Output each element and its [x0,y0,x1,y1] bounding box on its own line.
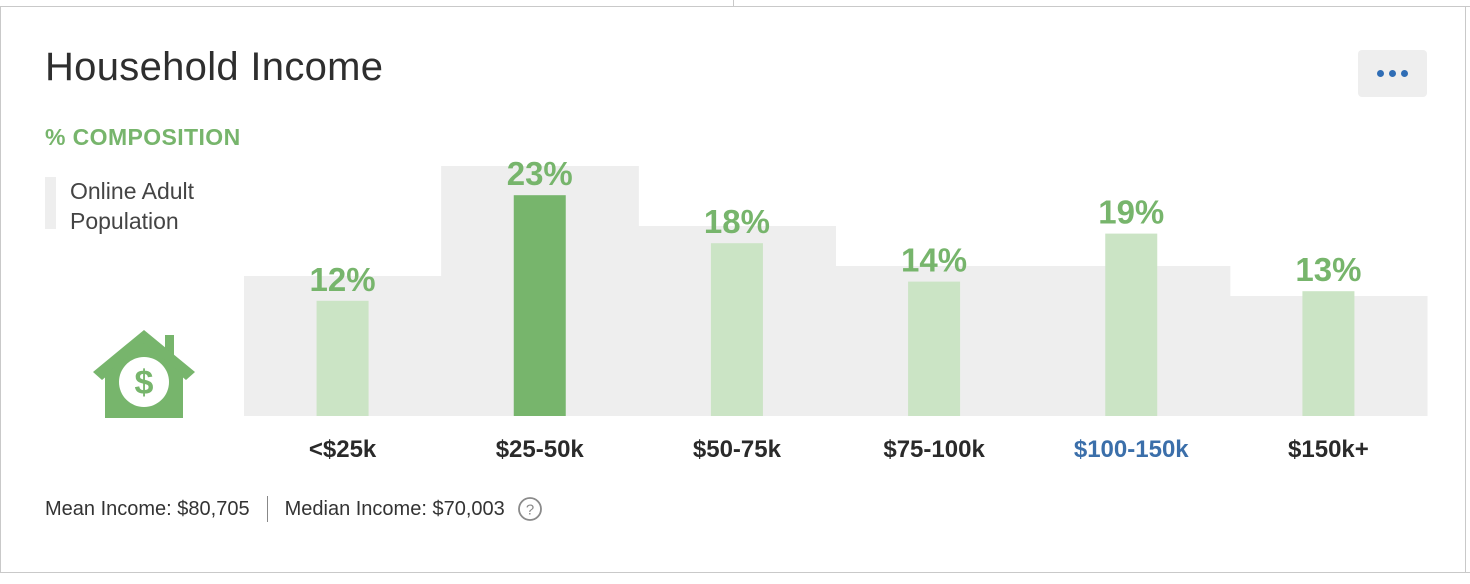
bar-value-label: 14% [901,242,967,279]
card-top-border [0,6,1470,7]
category-label: $75-100k [883,436,985,463]
card-bottom-border [0,572,1470,573]
category-label: $150k+ [1288,436,1369,463]
data-bar [316,300,369,416]
bar-value-label: 18% [704,203,770,240]
bar-value-label: 12% [310,261,376,298]
category-label: $25-50k [496,436,585,463]
house-dollar-icon: $ [93,330,195,418]
income-footer: Mean Income: $80,705 Median Income: $70,… [45,496,543,522]
question-circle-icon[interactable]: ? [517,496,543,522]
more-horizontal-icon [1375,70,1411,77]
legend-label: Online Adult Population [70,178,195,234]
footer-separator [266,496,268,522]
bar-value-label: 19% [1098,194,1164,231]
card-right-border [1465,6,1466,572]
chart-subtitle: % COMPOSITION [45,124,241,150]
bar-value-label: 23% [507,155,573,192]
card-divider [733,0,734,7]
card-title: Household Income [45,45,384,89]
svg-text:$: $ [135,364,154,402]
category-label: $100-150k [1074,436,1189,463]
data-bar [908,281,961,416]
data-bar [710,243,763,416]
card-left-border [0,6,1,572]
svg-text:?: ? [526,502,534,519]
more-options-button[interactable] [1358,50,1427,97]
chart-legend: Online Adult Population [45,177,245,236]
data-bar [1105,233,1158,416]
mean-income: Mean Income: $80,705 [45,497,250,520]
bar-value-label: 13% [1295,251,1361,288]
legend-swatch [45,177,56,229]
data-bar [1302,291,1355,416]
data-bar [513,195,566,416]
category-label: <$25k [309,436,377,463]
category-label: $50-75k [693,436,782,463]
median-income: Median Income: $70,003 [284,497,505,520]
